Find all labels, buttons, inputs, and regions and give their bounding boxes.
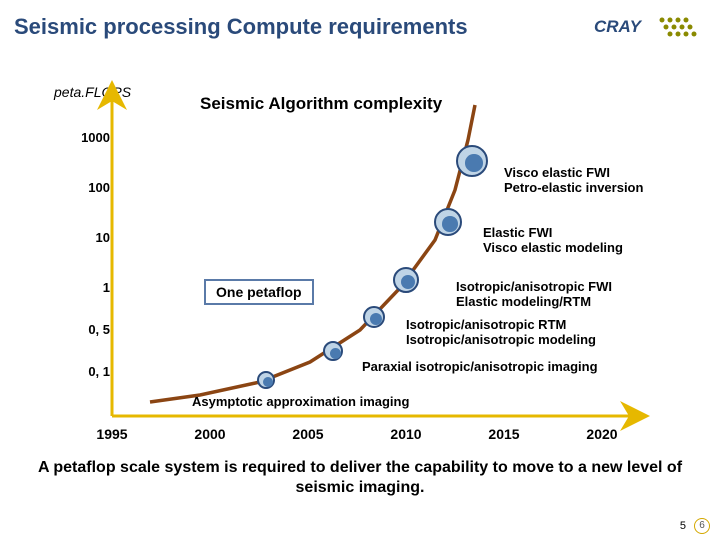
algorithm-label-5: Asymptotic approximation imaging — [192, 395, 409, 410]
algorithm-node-0 — [456, 145, 488, 177]
xtick-2015: 2015 — [474, 426, 534, 442]
trend-curve — [150, 105, 475, 402]
algorithm-label-0: Visco elastic FWIPetro-elastic inversion — [504, 166, 643, 196]
xtick-2005: 2005 — [278, 426, 338, 442]
caption: A petaflop scale system is required to d… — [20, 458, 700, 498]
algorithm-node-5 — [257, 371, 275, 389]
ytick-1: 1 — [60, 280, 110, 295]
ytick-10: 10 — [60, 230, 110, 245]
ytick-1000: 1000 — [60, 130, 110, 145]
one-petaflop-label: One petaflop — [216, 284, 302, 300]
xtick-2000: 2000 — [180, 426, 240, 442]
ytick-100: 100 — [60, 180, 110, 195]
algorithm-node-4 — [323, 341, 343, 361]
one-petaflop-box: One petaflop — [204, 279, 314, 305]
slide-circle-number: 6 — [694, 518, 710, 534]
algorithm-label-2: Isotropic/anisotropic FWIElastic modelin… — [456, 280, 612, 310]
xtick-1995: 1995 — [82, 426, 142, 442]
xtick-2010: 2010 — [376, 426, 436, 442]
page-number: 5 — [680, 520, 686, 532]
algorithm-node-2 — [393, 267, 419, 293]
ytick-0-5: 0, 5 — [60, 322, 110, 337]
algorithm-node-1 — [434, 208, 462, 236]
algorithm-label-1: Elastic FWIVisco elastic modeling — [483, 226, 623, 256]
algorithm-label-3: Isotropic/anisotropic RTMIsotropic/aniso… — [406, 318, 596, 348]
algorithm-label-4: Paraxial isotropic/anisotropic imaging — [362, 360, 598, 375]
xtick-2020: 2020 — [572, 426, 632, 442]
ytick-0-1: 0, 1 — [60, 364, 110, 379]
algorithm-node-3 — [363, 306, 385, 328]
